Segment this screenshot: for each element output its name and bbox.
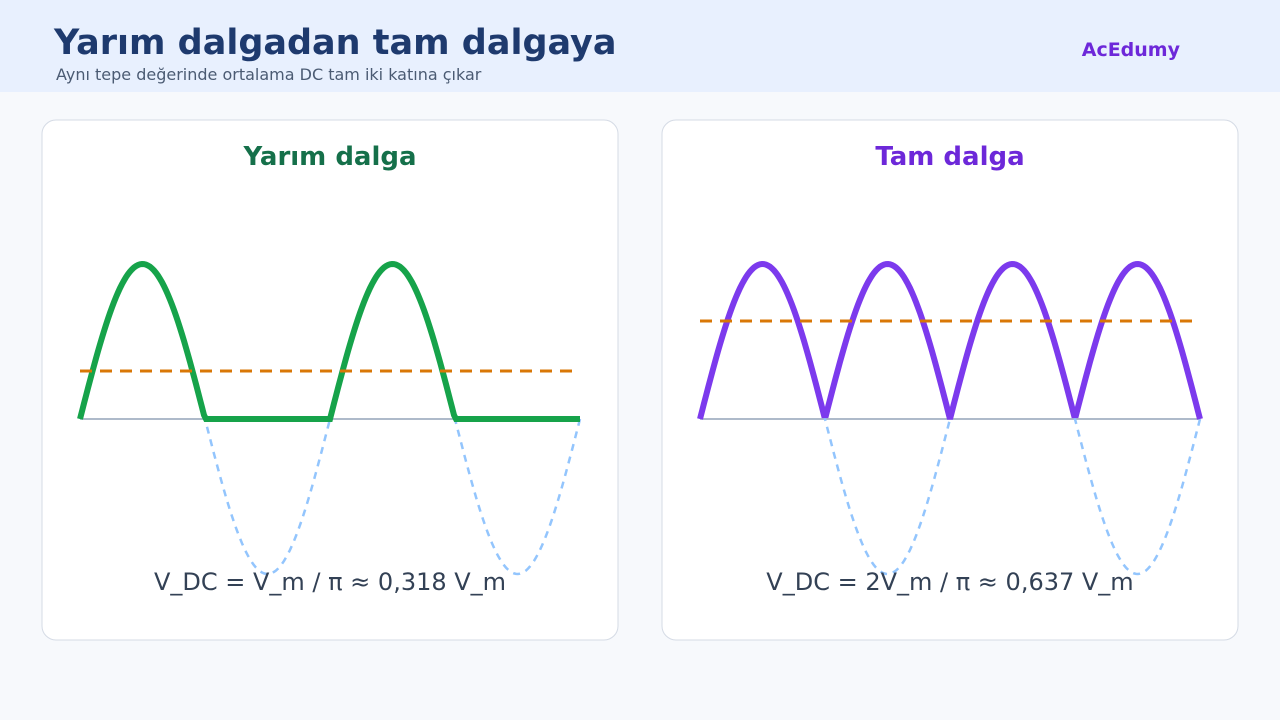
output-wave	[77, 260, 580, 422]
panel-title: Tam dalga	[875, 142, 1024, 172]
formula: V_DC = V_m / π ≈ 0,318 V_m	[154, 568, 506, 596]
formula: V_DC = 2V_m / π ≈ 0,637 V_m	[766, 568, 1133, 596]
panel-title: Yarım dalga	[242, 142, 416, 172]
panel	[41, 119, 619, 641]
header-band	[0, 0, 1280, 92]
waves	[77, 260, 1203, 576]
title: Yarım dalgadan tam dalgaya	[53, 23, 616, 63]
subtitle: Aynı tepe değerinde ortalama DC tam iki …	[56, 65, 482, 84]
panel	[661, 119, 1239, 641]
output-wave	[697, 260, 1203, 420]
brand: AcEdumy	[1082, 39, 1181, 61]
